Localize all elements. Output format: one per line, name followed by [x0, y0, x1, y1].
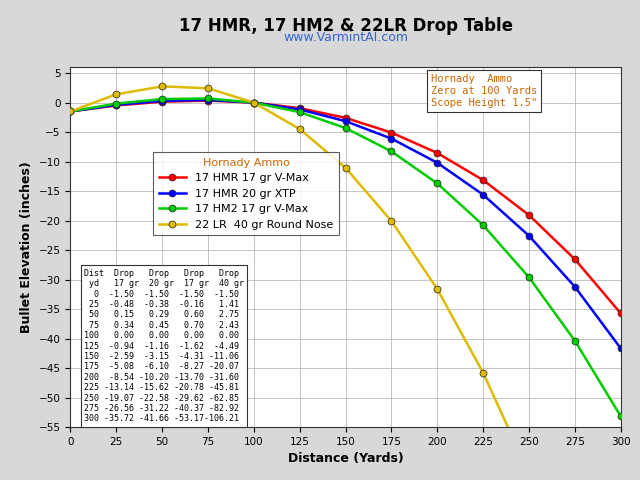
X-axis label: Distance (Yards): Distance (Yards) — [288, 453, 403, 466]
22 LR  40 gr Round Nose — [433, 286, 441, 292]
22 LR  40 gr Round Nose — [67, 108, 74, 114]
17 HM2 17 gr V-Max — [204, 96, 212, 101]
Y-axis label: Bullet Elevation (inches): Bullet Elevation (inches) — [20, 161, 33, 333]
17 HM2 17 gr V-Max — [113, 101, 120, 107]
17 HMR 20 gr XTP — [388, 136, 396, 142]
22 LR  40 gr Round Nose — [113, 91, 120, 97]
17 HMR 17 gr V-Max — [67, 108, 74, 114]
17 HM2 17 gr V-Max — [388, 148, 396, 154]
17 HMR 20 gr XTP — [433, 160, 441, 166]
17 HM2 17 gr V-Max — [342, 125, 349, 131]
17 HM2 17 gr V-Max — [525, 275, 533, 280]
Line: 17 HMR 17 gr V-Max: 17 HMR 17 gr V-Max — [67, 97, 624, 317]
17 HMR 20 gr XTP — [617, 346, 625, 351]
17 HMR 20 gr XTP — [158, 98, 166, 104]
22 LR  40 gr Round Nose — [204, 85, 212, 91]
17 HM2 17 gr V-Max — [571, 338, 579, 344]
Line: 17 HM2 17 gr V-Max: 17 HM2 17 gr V-Max — [67, 95, 624, 420]
17 HMR 17 gr V-Max — [113, 103, 120, 108]
22 LR  40 gr Round Nose — [296, 126, 303, 132]
17 HMR 17 gr V-Max — [296, 105, 303, 111]
17 HMR 17 gr V-Max — [342, 115, 349, 121]
17 HMR 17 gr V-Max — [158, 99, 166, 105]
22 LR  40 gr Round Nose — [250, 100, 258, 106]
22 LR  40 gr Round Nose — [479, 370, 487, 376]
Text: Hornady  Ammo
Zero at 100 Yards
Scope Height 1.5": Hornady Ammo Zero at 100 Yards Scope Hei… — [431, 74, 537, 108]
22 LR  40 gr Round Nose — [342, 165, 349, 171]
22 LR  40 gr Round Nose — [158, 84, 166, 89]
17 HMR 20 gr XTP — [204, 97, 212, 103]
Line: 22 LR  40 gr Round Nose: 22 LR 40 gr Round Nose — [67, 83, 624, 480]
17 HMR 17 gr V-Max — [571, 256, 579, 262]
17 HM2 17 gr V-Max — [433, 180, 441, 186]
Legend: 17 HMR 17 gr V-Max, 17 HMR 20 gr XTP, 17 HM2 17 gr V-Max, 22 LR  40 gr Round Nos: 17 HMR 17 gr V-Max, 17 HMR 20 gr XTP, 17… — [153, 152, 339, 235]
17 HMR 17 gr V-Max — [250, 100, 258, 106]
17 HMR 17 gr V-Max — [479, 177, 487, 183]
17 HMR 20 gr XTP — [479, 192, 487, 198]
17 HMR 20 gr XTP — [342, 118, 349, 124]
Text: www.VarmintAI.com: www.VarmintAI.com — [283, 31, 408, 44]
Line: 17 HMR 20 gr XTP: 17 HMR 20 gr XTP — [67, 96, 624, 352]
17 HMR 20 gr XTP — [113, 102, 120, 108]
17 HMR 20 gr XTP — [296, 107, 303, 112]
17 HM2 17 gr V-Max — [67, 108, 74, 114]
22 LR  40 gr Round Nose — [388, 218, 396, 224]
22 LR  40 gr Round Nose — [525, 471, 533, 477]
17 HMR 20 gr XTP — [525, 233, 533, 239]
17 HMR 17 gr V-Max — [204, 98, 212, 104]
Text: Dist  Drop   Drop   Drop   Drop
 yd   17 gr  20 gr  17 gr  40 gr
  0  -1.50  -1.: Dist Drop Drop Drop Drop yd 17 gr 20 gr … — [84, 269, 244, 423]
17 HM2 17 gr V-Max — [479, 222, 487, 228]
17 HMR 20 gr XTP — [67, 108, 74, 114]
17 HMR 17 gr V-Max — [388, 130, 396, 135]
17 HMR 17 gr V-Max — [433, 150, 441, 156]
17 HMR 17 gr V-Max — [617, 311, 625, 316]
17 HMR 17 gr V-Max — [525, 212, 533, 218]
17 HM2 17 gr V-Max — [296, 109, 303, 115]
17 HM2 17 gr V-Max — [617, 413, 625, 420]
17 HMR 20 gr XTP — [250, 100, 258, 106]
17 HM2 17 gr V-Max — [250, 100, 258, 106]
17 HM2 17 gr V-Max — [158, 96, 166, 102]
Text: 17 HMR, 17 HM2 & 22LR Drop Table: 17 HMR, 17 HM2 & 22LR Drop Table — [179, 17, 513, 35]
17 HMR 20 gr XTP — [571, 284, 579, 290]
